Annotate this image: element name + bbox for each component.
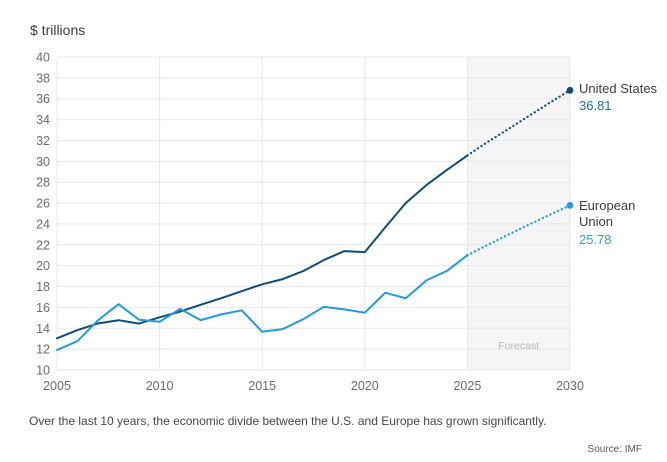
y-tick-label: 16 [36,301,50,315]
y-tick-label: 38 [36,71,50,85]
y-tick-label: 34 [36,113,50,127]
eu-series-name: European Union [579,198,636,230]
y-tick-label: 20 [36,259,50,273]
x-tick-label: 2005 [43,379,71,393]
us-series-end-value: 36.81 [579,98,612,114]
us-series-end-label: United States 36.81 [579,81,663,115]
y-tick-label: 24 [36,217,50,231]
eu-series-end-value: 25.78 [579,231,612,247]
x-tick-label: 2020 [351,379,379,393]
y-axis-unit-label: $ trillions [30,22,86,38]
y-tick-label: 12 [36,343,50,357]
y-tick-label: 36 [36,92,50,106]
y-tick-label: 28 [36,176,50,190]
x-tick-label: 2030 [556,379,584,393]
forecast-band [467,57,570,370]
european-union-endpoint-dot [566,202,574,209]
x-tick-label: 2010 [146,379,174,393]
x-tick-label: 2015 [248,379,276,393]
european-union-line [56,254,469,351]
y-tick-label: 32 [36,134,50,148]
y-tick-label: 14 [36,322,50,336]
y-tick-label: 22 [36,238,50,252]
y-tick-label: 18 [36,280,50,294]
united-states-forecast-line [466,89,572,157]
y-tick-label: 40 [36,51,50,65]
united-states-endpoint-dot [566,86,574,94]
y-tick-label: 30 [36,155,50,169]
source-credit: Source: IMF [587,444,642,455]
chart-caption: Over the last 10 years, the economic div… [29,414,547,428]
forecast-region-label: Forecast [498,340,539,352]
us-series-name: United States [579,81,658,96]
y-tick-label: 10 [36,364,50,378]
united-states-line [56,154,469,340]
y-tick-label: 26 [36,197,50,211]
x-tick-label: 2025 [453,379,481,393]
eu-series-end-label: European Union 25.78 [579,198,663,248]
